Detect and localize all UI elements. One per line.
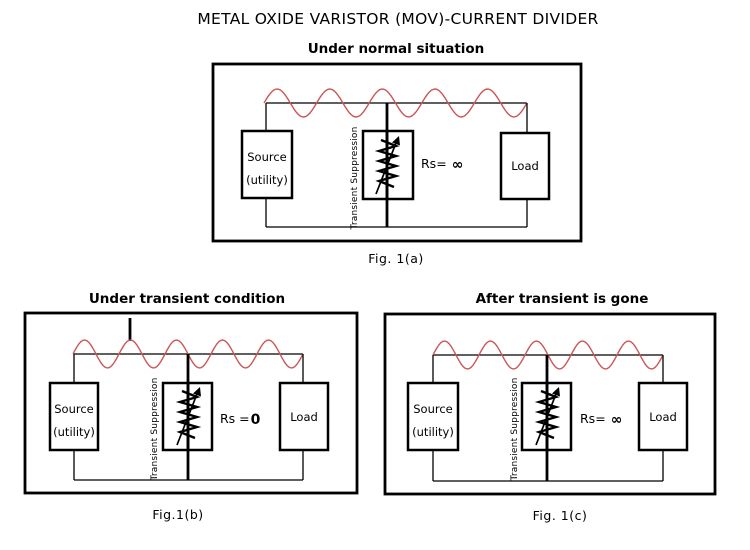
- figure-c-caption: Fig. 1(c): [533, 508, 588, 523]
- source-label: Source: [413, 402, 453, 416]
- load-box: [499, 131, 551, 201]
- rs-label: Rs= ∞: [580, 411, 622, 428]
- figure-c-subtitle: After transient is gone: [476, 291, 649, 307]
- figure-a: Under normal situation Source (utility) …: [211, 41, 583, 266]
- figure-b-frame: [23, 311, 359, 495]
- load-box: [278, 381, 330, 452]
- rs-label: Rs =0: [220, 411, 261, 428]
- source-label: Source: [54, 402, 94, 416]
- figure-b: Under transient condition Source (utilit…: [23, 291, 359, 522]
- source-label: Source: [247, 150, 287, 164]
- source-box: [48, 381, 100, 452]
- rs-label: Rs= ∞: [421, 156, 463, 173]
- figure-a-caption: Fig. 1(a): [368, 251, 424, 266]
- figure-a-frame: [211, 62, 583, 243]
- ac-wave: [263, 88, 528, 118]
- transient-suppression-label: Transient Suppression: [350, 126, 360, 230]
- figure-c-frame: [383, 312, 717, 496]
- source-box: [406, 381, 460, 452]
- page-title: METAL OXIDE VARISTOR (MOV)-CURRENT DIVID…: [197, 10, 598, 28]
- figure-c: After transient is gone Source (utility)…: [383, 291, 717, 523]
- source-utility-label: (utility): [53, 425, 95, 439]
- transient-suppression-label: Transient Suppression: [150, 377, 160, 481]
- load-label: Load: [290, 410, 318, 424]
- load-label: Load: [511, 159, 539, 173]
- figure-b-caption: Fig.1(b): [152, 507, 203, 522]
- source-utility-label: (utility): [246, 173, 288, 187]
- transient-suppression-label: Transient Suppression: [510, 377, 520, 481]
- figure-b-subtitle: Under transient condition: [89, 291, 285, 307]
- source-utility-label: (utility): [412, 425, 454, 439]
- load-label: Load: [649, 410, 677, 424]
- source-box: [240, 129, 294, 200]
- load-box: [637, 381, 689, 452]
- figure-a-subtitle: Under normal situation: [308, 41, 485, 57]
